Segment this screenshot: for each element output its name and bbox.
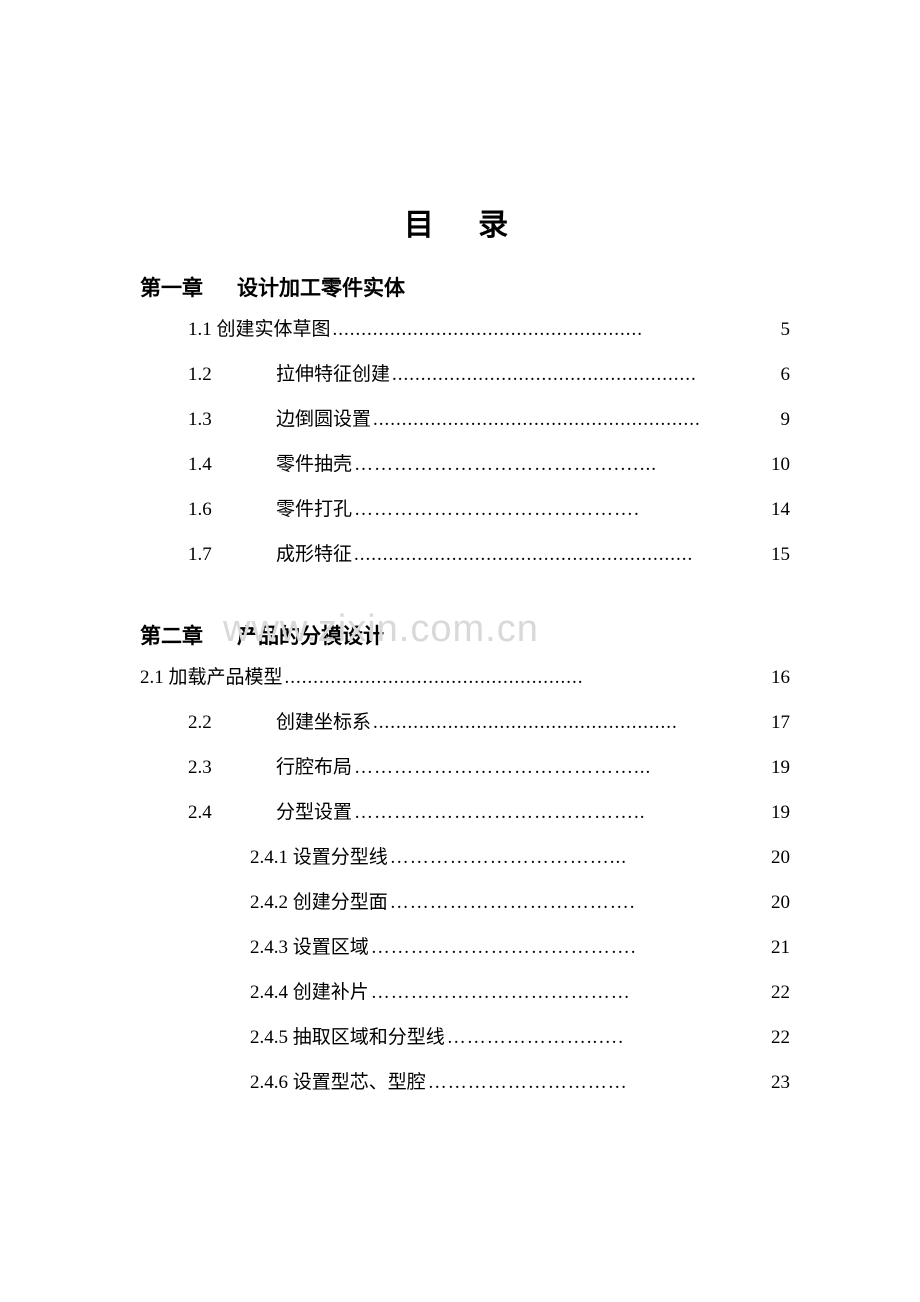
toc-entry-label: 2.4.4 创建补片 bbox=[250, 983, 369, 1002]
toc-leader: ........................................… bbox=[390, 365, 766, 384]
toc-entry-number: 1.3 bbox=[188, 410, 276, 429]
toc-entry-label: 2.4.6 设置型芯、型腔 bbox=[250, 1073, 426, 1092]
page: 目 录 第一章 设计加工零件实体 1.1 创建实体草图..............… bbox=[0, 0, 920, 1302]
toc-leader: ……………………………... bbox=[388, 848, 766, 867]
toc-leader: ……………………………………. bbox=[352, 500, 766, 519]
toc-leader: ………………………… bbox=[426, 1073, 766, 1092]
toc-entry-number: 2.4 bbox=[188, 803, 276, 822]
toc-leader: …………………..…. bbox=[445, 1028, 766, 1047]
toc-entry: 2.1 加载产品模型..............................… bbox=[140, 668, 790, 687]
toc-entry: 2.4.3 设置区域………………………………….21 bbox=[140, 938, 790, 957]
toc-leader: …………………………………. bbox=[369, 938, 766, 957]
toc-entry: 2.4.4 创建补片…………………………………22 bbox=[140, 983, 790, 1002]
toc-entry-number: 2.3 bbox=[188, 758, 276, 777]
toc-entry: 2.4.6 设置型芯、型腔…………………………23 bbox=[140, 1073, 790, 1092]
chapter-2-heading: 第二章 产品的分模设计 bbox=[140, 620, 790, 650]
toc-entry-text: 零件抽壳 bbox=[276, 455, 352, 474]
toc-entry-label: 2.4.1 设置分型线 bbox=[250, 848, 388, 867]
toc-entry-text: 拉伸特征创建 bbox=[276, 365, 390, 384]
toc-entry: 1.4零件抽壳………………………………….…...10 bbox=[140, 455, 790, 474]
toc-entry-page: 6 bbox=[766, 365, 790, 384]
toc-entry-page: 15 bbox=[766, 545, 790, 564]
toc-entry-label: 2.4.3 设置区域 bbox=[250, 938, 369, 957]
toc-entry-number: 1.4 bbox=[188, 455, 276, 474]
toc-entry-page: 17 bbox=[766, 713, 790, 732]
toc-entry: 1.2拉伸特征创建...............................… bbox=[140, 365, 790, 384]
toc-entry-text: 分型设置 bbox=[276, 803, 352, 822]
toc-chapter-2: 2.1 加载产品模型..............................… bbox=[140, 668, 790, 1092]
toc-leader: ........................................… bbox=[371, 713, 766, 732]
toc-entry-number: 2.2 bbox=[188, 713, 276, 732]
toc-entry: 2.4.2 创建分型面……………………………….20 bbox=[140, 893, 790, 912]
chapter-1-text: 设计加工零件实体 bbox=[237, 277, 405, 300]
toc-leader: ………………………………… bbox=[369, 983, 766, 1002]
toc-leader: ………………………………. bbox=[388, 893, 766, 912]
toc-entry: 1.1 创建实体草图..............................… bbox=[140, 320, 790, 339]
chapter-1-heading: 第一章 设计加工零件实体 bbox=[140, 272, 790, 302]
toc-entry-page: 20 bbox=[766, 893, 790, 912]
toc-entry: 2.3行腔布局……………………………………...19 bbox=[140, 758, 790, 777]
toc-entry-page: 10 bbox=[766, 455, 790, 474]
toc-entry: 2.2创建坐标系................................… bbox=[140, 713, 790, 732]
toc-entry-label: 2.1 加载产品模型 bbox=[140, 668, 283, 687]
toc-entry: 2.4分型设置 ……………………………………..19 bbox=[140, 803, 790, 822]
toc-leader: …………………………………….. bbox=[352, 803, 766, 822]
toc-leader: ........................................… bbox=[371, 410, 766, 429]
toc-entry-page: 21 bbox=[766, 938, 790, 957]
toc-entry-page: 23 bbox=[766, 1073, 790, 1092]
toc-leader: ........................................… bbox=[352, 545, 766, 564]
toc-chapter-1: 1.1 创建实体草图..............................… bbox=[140, 320, 790, 564]
toc-entry-number: 1.6 bbox=[188, 500, 276, 519]
toc-entry: 1.7成形特征.................................… bbox=[140, 545, 790, 564]
toc-title: 目 录 bbox=[140, 200, 790, 244]
toc-entry-text: 创建坐标系 bbox=[276, 713, 371, 732]
chapter-2-text: 产品的分模设计 bbox=[237, 625, 384, 648]
toc-entry-text: 行腔布局 bbox=[276, 758, 352, 777]
toc-entry-page: 5 bbox=[766, 320, 790, 339]
toc-entry-page: 19 bbox=[766, 758, 790, 777]
toc-entry-label: 2.4.5 抽取区域和分型线 bbox=[250, 1028, 445, 1047]
toc-entry-text: 零件打孔 bbox=[276, 500, 352, 519]
toc-entry-page: 19 bbox=[766, 803, 790, 822]
toc-entry: 1.3边倒圆设置................................… bbox=[140, 410, 790, 429]
toc-entry: 2.4.5 抽取区域和分型线…………………..….22 bbox=[140, 1028, 790, 1047]
toc-leader: ........................................… bbox=[283, 668, 766, 687]
toc-leader: ........................................… bbox=[331, 320, 766, 339]
toc-entry-label: 2.4.2 创建分型面 bbox=[250, 893, 388, 912]
toc-entry-text: 边倒圆设置 bbox=[276, 410, 371, 429]
toc-entry-page: 16 bbox=[766, 668, 790, 687]
toc-leader: ……………………………………... bbox=[352, 758, 766, 777]
spacer bbox=[140, 590, 790, 620]
toc-entry-number: 1.2 bbox=[188, 365, 276, 384]
toc-entry-text: 成形特征 bbox=[276, 545, 352, 564]
chapter-2-label: 第二章 bbox=[140, 620, 203, 650]
toc-entry-page: 9 bbox=[766, 410, 790, 429]
toc-entry-page: 14 bbox=[766, 500, 790, 519]
toc-entry-page: 20 bbox=[766, 848, 790, 867]
chapter-1-label: 第一章 bbox=[140, 272, 203, 302]
toc-entry: 2.4.1 设置分型线……………………………...20 bbox=[140, 848, 790, 867]
toc-entry: 1.6零件打孔…………………………………….14 bbox=[140, 500, 790, 519]
toc-entry-page: 22 bbox=[766, 1028, 790, 1047]
toc-entry-page: 22 bbox=[766, 983, 790, 1002]
toc-entry-label: 1.1 创建实体草图 bbox=[188, 320, 331, 339]
toc-entry-number: 1.7 bbox=[188, 545, 276, 564]
toc-leader: ………………………………….…... bbox=[352, 455, 766, 474]
